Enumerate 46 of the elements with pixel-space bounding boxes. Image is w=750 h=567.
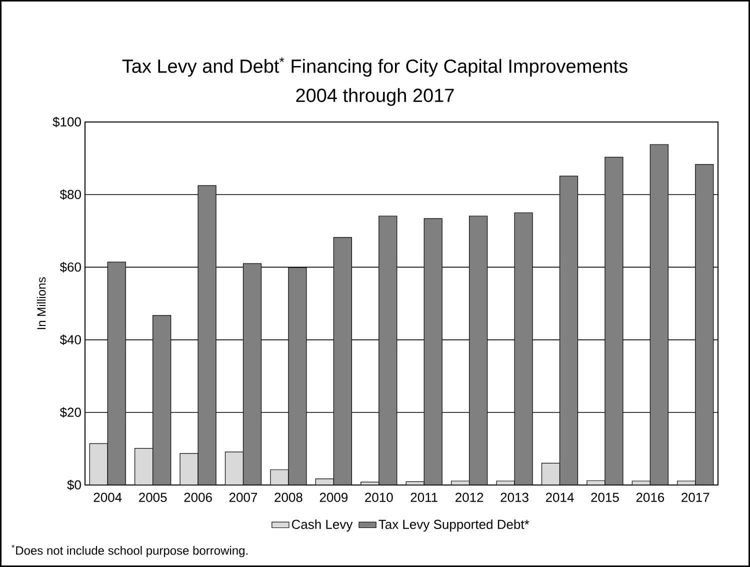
bar: [695, 164, 714, 485]
x-tick-label: 2010: [365, 492, 393, 502]
bar: [542, 463, 560, 485]
bar: [134, 448, 153, 485]
x-tick-label: 2016: [636, 492, 664, 502]
bar: [514, 212, 533, 485]
legend-label: Tax Levy Supported Debt*: [378, 519, 530, 532]
x-tick-label: 2005: [139, 492, 167, 502]
bar: [378, 216, 397, 485]
legend-label: Cash Levy: [292, 519, 353, 532]
bar: [424, 218, 442, 485]
x-tick-label: 2015: [591, 492, 619, 502]
y-tick-label: $80: [60, 189, 81, 200]
x-tick-label: 2009: [320, 492, 348, 502]
bar: [334, 237, 352, 485]
x-tick-label: 2017: [682, 492, 710, 502]
bar: [560, 176, 578, 485]
bar: [108, 262, 126, 485]
x-tick-label: 2004: [94, 492, 122, 502]
y-tick-label: $20: [60, 407, 81, 418]
y-axis-title: In Millions: [36, 277, 46, 330]
y-tick-label: $0: [67, 480, 81, 490]
bar: [604, 157, 623, 485]
chart-title: Tax Levy and Debt$^{*}$ Financing for City Capital Improvements: [122, 57, 628, 77]
y-tick-label: $40: [60, 334, 81, 346]
x-tick-label: 2008: [274, 492, 302, 502]
bar: [270, 470, 288, 485]
bar: [469, 216, 488, 485]
x-tick-label: 2013: [500, 492, 528, 502]
bar: [152, 315, 171, 485]
bar: [243, 264, 262, 485]
bar: [90, 444, 108, 485]
text: $^{*}$Does not include school purpose borrowing.: [12, 544, 248, 558]
x-tick-label: 2006: [184, 492, 212, 502]
bar: [180, 453, 198, 485]
x-tick-label: 2014: [546, 492, 574, 502]
x-tick-label: 2012: [456, 492, 484, 502]
chart-subtitle: 2004 through 2017: [296, 88, 454, 106]
bar: [288, 268, 306, 485]
y-tick-label: $60: [60, 262, 81, 272]
y-tick-label: $100: [52, 116, 81, 128]
bar: [650, 144, 668, 485]
bar: [198, 186, 216, 485]
x-tick-label: 2011: [410, 492, 438, 502]
x-tick-label: 2007: [229, 492, 258, 502]
bar: [225, 452, 244, 485]
